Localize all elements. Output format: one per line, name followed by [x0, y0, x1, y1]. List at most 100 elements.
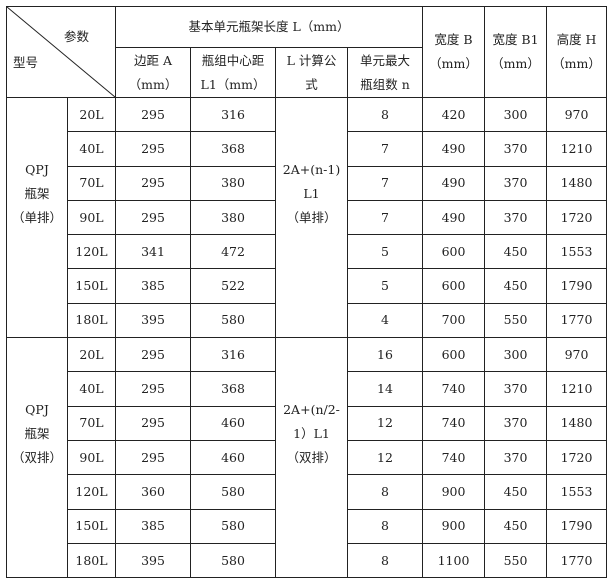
width-b1-cell: 450: [484, 474, 547, 510]
center-distance-cell: 580: [190, 302, 276, 339]
spec-table: 参数 型号 基本单元瓶架长度 L（mm） 宽度 B （mm） 宽度 B1 （mm） …: [6, 6, 607, 578]
capacity-cell: 150L: [67, 268, 116, 304]
diagonal-line: [7, 7, 115, 97]
margin-a-cell: 341: [115, 234, 191, 270]
capacity-cell: 90L: [67, 439, 116, 476]
capacity-cell: 20L: [67, 96, 116, 133]
width-b-cell: 600: [422, 337, 485, 373]
height-h-cell: 1720: [546, 439, 607, 476]
length-group-header: 基本单元瓶架长度 L（mm）: [115, 6, 423, 48]
formula-header: L 计算公式: [275, 47, 348, 98]
height-h-cell: 1553: [546, 474, 607, 510]
max-groups-cell: 14: [347, 371, 423, 407]
width-b-cell: 490: [422, 165, 485, 201]
width-b-cell: 740: [422, 371, 485, 407]
height-h-header: 高度 H （mm）: [546, 6, 607, 98]
center-distance-cell: 580: [190, 474, 276, 510]
max-groups-cell: 8: [347, 508, 423, 544]
width-b1-cell: 450: [484, 234, 547, 270]
margin-a-cell: 295: [115, 199, 191, 236]
height-h-cell: 1553: [546, 234, 607, 270]
height-h-cell: 970: [546, 96, 607, 133]
capacity-cell: 70L: [67, 405, 116, 441]
model-cell: QPJ 瓶架 （双排）: [6, 337, 68, 578]
height-h-cell: 1480: [546, 405, 607, 441]
margin-a-cell: 360: [115, 474, 191, 510]
max-groups-cell: 7: [347, 199, 423, 236]
width-b1-cell: 550: [484, 302, 547, 339]
table-row: 120L 360 580 8 900 450 1553: [7, 474, 607, 510]
center-distance-cell: 472: [190, 234, 276, 270]
formula-cell: 2A+(n/2- 1）L1 （双排）: [275, 337, 348, 578]
model-label: 型号: [13, 55, 39, 70]
capacity-cell: 180L: [67, 302, 116, 339]
width-b-cell: 740: [422, 439, 485, 476]
margin-a-cell: 295: [115, 337, 191, 373]
margin-a-cell: 385: [115, 508, 191, 544]
center-distance-cell: 368: [190, 371, 276, 407]
width-b1-cell: 450: [484, 268, 547, 304]
center-distance-cell: 460: [190, 405, 276, 441]
model-cell: QPJ 瓶架 （单排）: [6, 96, 68, 339]
margin-a-cell: 295: [115, 165, 191, 201]
table-row: QPJ 瓶架 （双排） 20L 295 316 2A+(n/2- 1）L1 （双排） 16 600 3…: [6, 337, 607, 578]
width-b1-cell: 370: [484, 199, 547, 236]
max-groups-cell: 5: [347, 234, 423, 270]
max-groups-cell: 12: [347, 405, 423, 441]
capacity-cell: 150L: [67, 508, 116, 544]
width-b1-cell: 370: [484, 439, 547, 476]
capacity-cell: 40L: [67, 131, 116, 167]
table-row: 90L 295 380 7 490 370 1720: [7, 199, 607, 236]
width-b-cell: 490: [422, 199, 485, 236]
margin-a-cell: 295: [115, 439, 191, 476]
max-groups-cell: 4: [347, 302, 423, 339]
table-row: QPJ 瓶架 （单排） 20L 295 316 2A+(n-1) L1 （单排） 8 420 300 9…: [6, 96, 607, 339]
width-b1-cell: 370: [484, 371, 547, 407]
width-b1-cell: 370: [484, 131, 547, 167]
capacity-cell: 120L: [67, 234, 116, 270]
center-distance-cell: 522: [190, 268, 276, 304]
width-b-header: 宽度 B （mm）: [422, 6, 485, 98]
table-row: 180L 395 580 4 700 550 1770: [7, 302, 607, 339]
param-label: 参数: [63, 29, 89, 44]
formula-cell: 2A+(n-1) L1 （单排）: [275, 96, 348, 339]
max-groups-header: 单元最大 瓶组数 n: [347, 47, 423, 98]
center-distance-cell: 368: [190, 131, 276, 167]
margin-a-cell: 385: [115, 268, 191, 304]
width-b-cell: 420: [422, 96, 485, 133]
table-row: 70L 295 380 7 490 370 1480: [7, 165, 607, 201]
margin-a-header: 边距 A （mm）: [115, 47, 191, 98]
width-b1-cell: 300: [484, 337, 547, 373]
width-b1-header: 宽度 B1 （mm）: [484, 6, 547, 98]
corner-header: 参数 型号: [6, 6, 116, 98]
margin-a-cell: 395: [115, 302, 191, 339]
capacity-cell: 70L: [67, 165, 116, 201]
width-b-cell: 700: [422, 302, 485, 339]
height-h-cell: 1720: [546, 199, 607, 236]
width-b1-cell: 450: [484, 508, 547, 544]
table-row: 120L 341 472 5 600 450 1553: [7, 234, 607, 270]
height-h-cell: 970: [546, 337, 607, 373]
center-distance-cell: 460: [190, 439, 276, 476]
margin-a-cell: 295: [115, 96, 191, 133]
width-b-cell: 600: [422, 268, 485, 304]
table-row: 70L 295 460 12 740 370 1480: [7, 405, 607, 441]
width-b-cell: 490: [422, 131, 485, 167]
margin-a-cell: 295: [115, 405, 191, 441]
capacity-cell: 40L: [67, 371, 116, 407]
height-h-cell: 1210: [546, 131, 607, 167]
width-b1-cell: 370: [484, 405, 547, 441]
width-b-cell: 900: [422, 508, 485, 544]
center-distance-cell: 580: [190, 508, 276, 544]
max-groups-cell: 8: [347, 96, 423, 133]
center-distance-cell: 316: [190, 96, 276, 133]
center-distance-cell: 380: [190, 199, 276, 236]
table-row: 90L 295 460 12 740 370 1720: [7, 439, 607, 476]
height-h-cell: 1770: [546, 302, 607, 339]
margin-a-cell: 295: [115, 131, 191, 167]
width-b-cell: 600: [422, 234, 485, 270]
center-distance-cell: 380: [190, 165, 276, 201]
center-distance-cell: 316: [190, 337, 276, 373]
width-b-cell: 900: [422, 474, 485, 510]
max-groups-cell: 5: [347, 268, 423, 304]
